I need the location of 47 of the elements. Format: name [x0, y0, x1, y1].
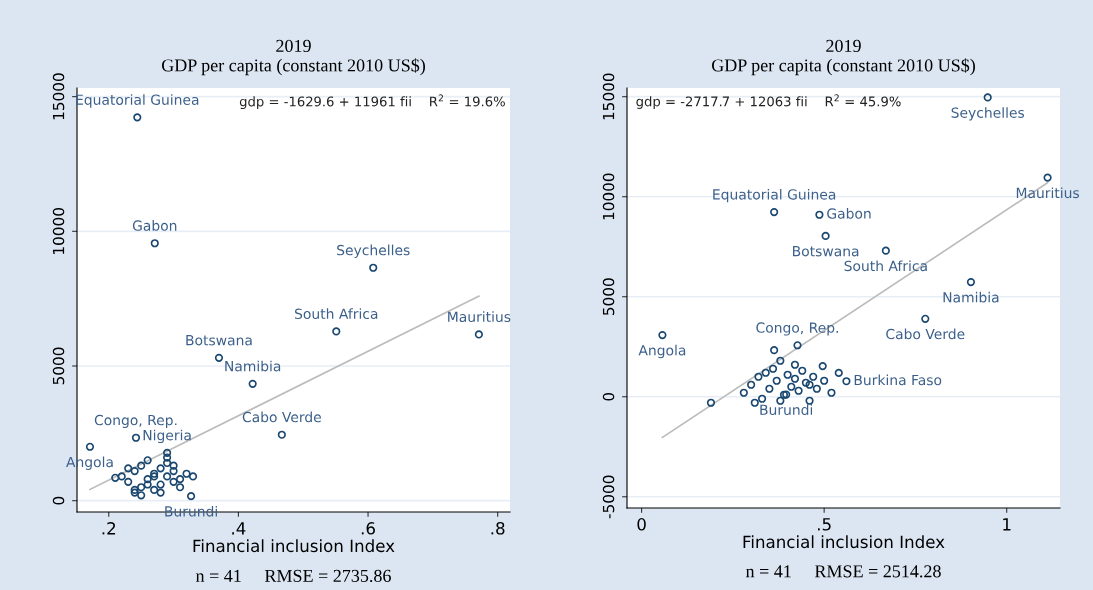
annotation: Equatorial Guinea	[713, 188, 836, 203]
x-tick-label: .5	[817, 518, 831, 531]
x-tick-label: 0	[637, 518, 646, 531]
x-tick-label: .2	[102, 522, 116, 535]
text: n = 41 RMSE = 2735.86	[195, 569, 391, 583]
x-axis-title: Financial inclusion Index	[193, 539, 395, 553]
annotation: Namibia	[943, 291, 999, 303]
annotation: Mauritius	[448, 311, 511, 323]
annotation: Botswana	[793, 246, 859, 257]
annotation: South Africa	[295, 308, 378, 320]
chart-subtitle: GDP per capita (constant 2010 US$)	[711, 58, 975, 76]
annotation: Nigeria	[143, 429, 191, 444]
annotation: Botswana	[186, 335, 252, 346]
annotation: Burkina Faso	[854, 374, 942, 386]
annotation: gdp = -1629.6 + 11961 fii R$^{2}$ = 19.6%	[239, 94, 505, 110]
x-tick-label: .8	[491, 522, 505, 535]
annotation: Angola	[638, 344, 686, 359]
chart-title: 2019	[276, 39, 311, 52]
annotation: Burundi	[760, 404, 813, 416]
y-tick-label: 15000	[602, 73, 615, 120]
annotation: gdp = -2717.7 + 12063 fii R$^{2}$ = 45.9%	[636, 94, 901, 109]
x-tick-label: .4	[232, 522, 246, 535]
text: n = 41 RMSE = 2514.28	[745, 565, 941, 578]
annotation: Cabo Verde	[886, 328, 965, 340]
annotation: Seychelles	[951, 107, 1025, 121]
y-tick-label: 0	[52, 496, 65, 505]
annotation: Congo, Rep.	[756, 322, 838, 336]
chart-title: 2019	[826, 39, 861, 52]
y-tick-label: 10000	[602, 173, 615, 220]
annotation: Gabon	[827, 208, 871, 219]
annotation: South Africa	[844, 260, 927, 272]
y-tick-label: 10000	[52, 208, 65, 254]
annotation: Mauritius	[1016, 187, 1080, 199]
y-tick-label: 5000	[52, 347, 65, 385]
annotation: Congo, Rep.	[94, 414, 177, 429]
y-tick-label: 0	[602, 392, 615, 401]
chart-subtitle: GDP per capita (constant 2010 US$)	[161, 58, 425, 76]
x-tick-label: .6	[361, 522, 375, 535]
y-tick-label: 15000	[52, 73, 65, 120]
annotation: Cabo Verde	[242, 411, 321, 423]
annotation: Seychelles	[337, 244, 410, 259]
y-tick-label: 5000	[602, 278, 615, 315]
x-axis-title: Financial inclusion Index	[743, 535, 945, 549]
annotation: Gabon	[132, 220, 177, 231]
annotation: Namibia	[225, 360, 281, 372]
y-tick-label: -5000	[602, 475, 615, 519]
x-tick-label: 1	[1003, 518, 1011, 531]
